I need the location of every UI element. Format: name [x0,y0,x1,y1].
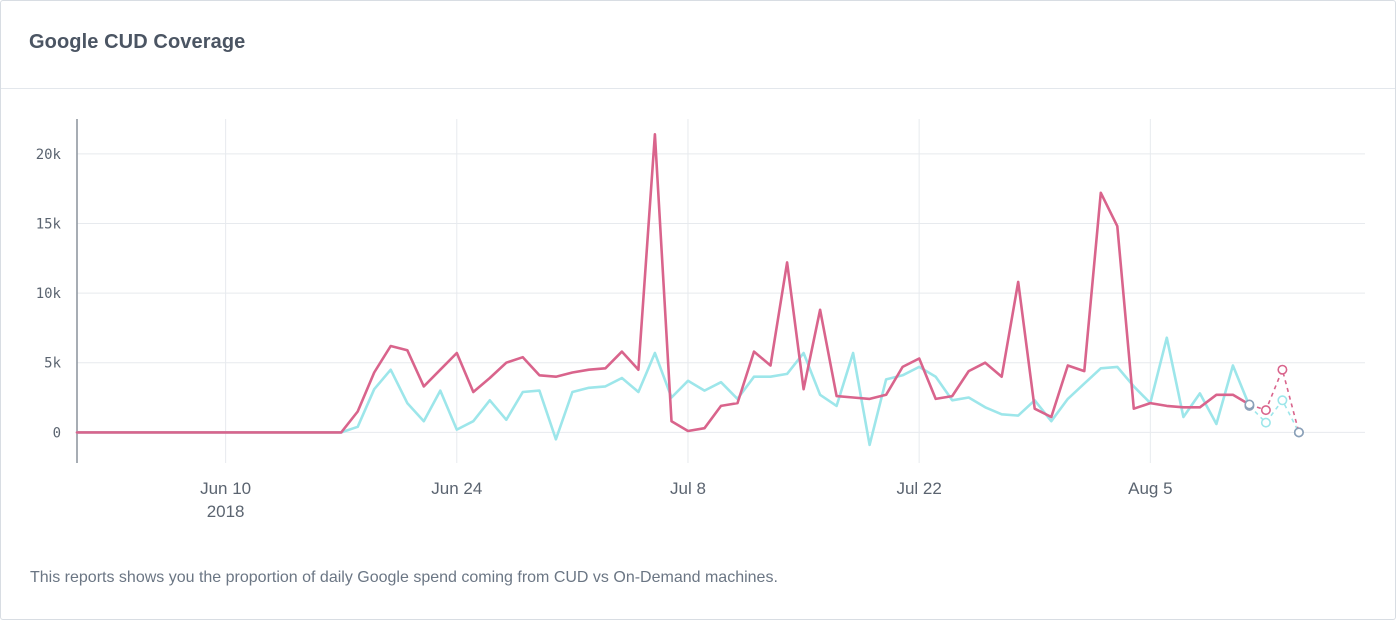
x-tick-label: Jun 10 [200,479,251,498]
card-header: Google CUD Coverage [1,1,1395,89]
forecast-point [1260,417,1271,428]
y-tick-label: 0 [53,425,61,441]
y-tick-label: 15k [36,216,62,232]
y-tick-label: 20k [36,147,62,163]
line-chart: 0 5k 10k 15k 20k Jun 10 2018 Jun 24 Jul 8 Jul 22 A… [36,119,1365,521]
forecast-point [1244,399,1255,410]
forecast-point [1277,364,1288,375]
x-tick-sublabel: 2018 [207,502,245,521]
forecast-point [1260,405,1271,416]
x-tick-label: Jul 22 [896,479,941,498]
forecast-line-b [1248,398,1300,433]
card-title: Google CUD Coverage [29,31,246,53]
forecast-point [1293,427,1304,438]
x-tick-label: Jul 8 [670,479,706,498]
series-line-b [75,336,1251,447]
x-tick-label: Aug 5 [1128,479,1172,498]
x-tick-label: Jun 24 [431,479,482,498]
y-tick-label: 10k [36,286,62,302]
y-tick-label: 5k [44,356,61,372]
forecast-point [1277,395,1288,406]
forecast-line-a [1249,367,1300,433]
report-description: This reports shows you the proportion of… [30,569,778,586]
series-line-a [75,132,1251,434]
chart-area: 0 5k 10k 15k 20k Jun 10 2018 Jun 24 Jul 8 Jul 22 A… [1,89,1396,539]
